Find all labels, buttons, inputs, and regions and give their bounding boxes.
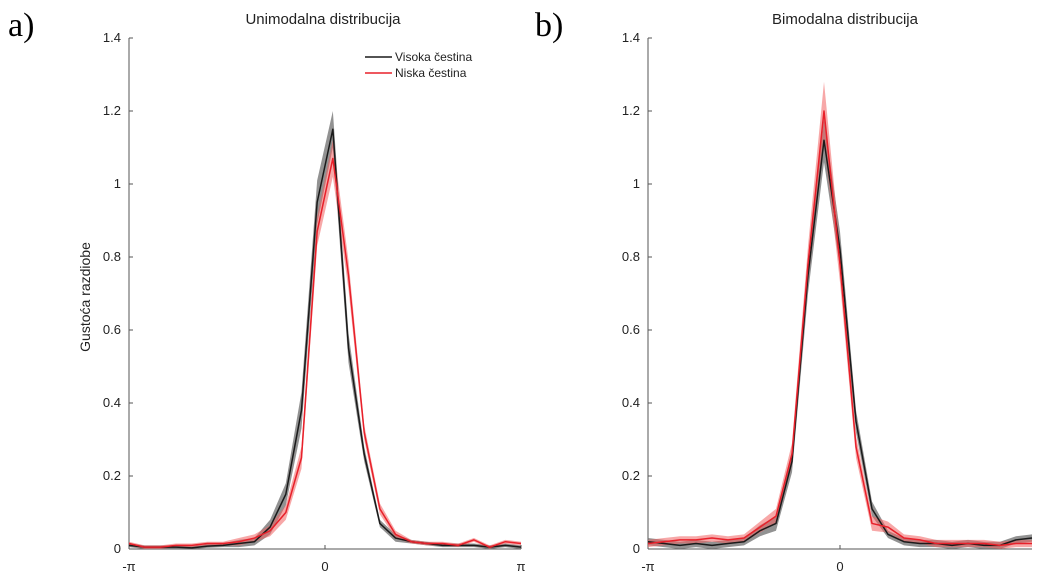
y-tick-label: 0.8 bbox=[103, 249, 121, 264]
series-line-low bbox=[647, 110, 1032, 547]
y-tick-label: 1.4 bbox=[622, 30, 640, 45]
x-tick-label: 0 bbox=[321, 559, 328, 574]
x-tick-label: π bbox=[517, 559, 526, 574]
series-band-low bbox=[648, 81, 1032, 550]
plot-area-a: 00.20.40.60.811.21.4-π 0 π bbox=[103, 30, 526, 574]
y-tick-label: 1 bbox=[633, 176, 640, 191]
y-tick-label: 0.2 bbox=[622, 468, 640, 483]
y-tick-label: 0.6 bbox=[622, 322, 640, 337]
y-tick-label: 0.2 bbox=[103, 468, 121, 483]
y-tick-label: 0.6 bbox=[103, 322, 121, 337]
y-axis-label-a: Gustoća razdiobe bbox=[77, 242, 93, 352]
series-line-high bbox=[647, 139, 1033, 547]
series-band-low bbox=[129, 140, 521, 549]
plot-area-b: 00.20.40.60.811.21.4-π 0 bbox=[622, 30, 1033, 574]
panel-label-a: a) bbox=[8, 7, 34, 44]
y-tick-label: 1.4 bbox=[103, 30, 121, 45]
y-tick-label: 0 bbox=[114, 541, 121, 556]
legend-label-low: Niska čestina bbox=[395, 66, 467, 80]
chart-panel-unimodal: a) Unimodalna distribucija Gustoća razdi… bbox=[8, 7, 526, 574]
legend: Visoka čestina Niska čestina bbox=[365, 50, 472, 80]
y-tick-label: 1.2 bbox=[622, 103, 640, 118]
y-tick-label: 1.2 bbox=[103, 103, 121, 118]
chart-title-a: Unimodalna distribucija bbox=[245, 11, 401, 28]
y-tick-label: 0.4 bbox=[103, 395, 121, 410]
y-tick-label: 0 bbox=[633, 541, 640, 556]
y-tick-label: 0.8 bbox=[622, 249, 640, 264]
legend-label-high: Visoka čestina bbox=[395, 50, 472, 64]
panel-label-b: b) bbox=[535, 7, 563, 44]
y-tick-label: 1 bbox=[114, 176, 121, 191]
series-line-low bbox=[128, 157, 522, 548]
series-band-high bbox=[129, 111, 521, 549]
x-tick-label: -π bbox=[641, 559, 654, 574]
x-tick-label: -π bbox=[122, 559, 135, 574]
chart-panel-bimodal: b) Bimodalna distribucija 0 0.2 0.4 0.6 0.8 1… bbox=[535, 7, 1033, 574]
series-band-high bbox=[648, 118, 1032, 550]
y-tick-label: 0.4 bbox=[622, 395, 640, 410]
x-tick-label: 0 bbox=[836, 559, 843, 574]
chart-title-b: Bimodalna distribucija bbox=[772, 11, 919, 28]
